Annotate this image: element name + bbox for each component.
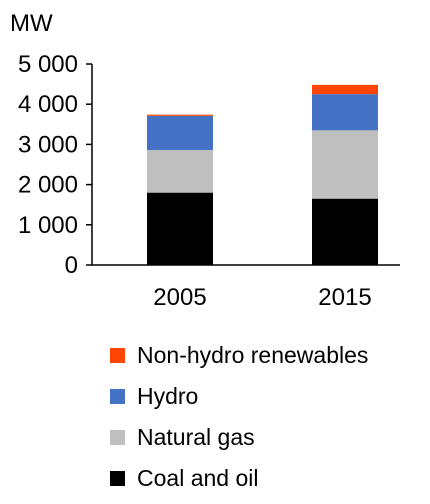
y-tick-label: 1 000 [18,212,78,239]
y-tick-label: 5 000 [18,51,78,78]
bar-segment-coal-and-oil-2005 [147,192,213,265]
bar-segment-natural-gas-2005 [147,150,213,193]
x-tick-label: 2015 [318,284,371,311]
bar-segment-hydro-2015 [312,94,378,131]
legend-label: Hydro [137,383,199,409]
bar-segment-non-hydro-renewables-2015 [312,84,378,95]
legend-swatch [110,470,125,486]
bar-segment-non-hydro-renewables-2005 [147,114,213,116]
bar-segment-hydro-2005 [147,115,213,151]
x-tick-label: 2005 [153,284,206,311]
y-tick-label: 0 [65,252,78,279]
legend-label: Coal and oil [137,465,259,491]
y-tick-label: 4 000 [18,91,78,118]
bar-segment-natural-gas-2015 [312,130,378,199]
legend-swatch [110,429,125,445]
legend-item: Non-hydro renewables [110,340,368,370]
y-tick-label: 2 000 [18,172,78,199]
legend-swatch [110,347,125,363]
legend-item: Natural gas [110,422,368,452]
legend-label: Natural gas [137,424,255,450]
legend: Non-hydro renewables Hydro Natural gas Coal… [110,340,368,504]
y-tick-label: 3 000 [18,131,78,158]
x-axis-ticks: 2005 2015 [153,284,371,311]
bar-segments [147,84,378,265]
y-axis-ticks: 0 1 000 2 000 3 000 4 000 5 000 [18,51,92,279]
legend-swatch [110,388,125,404]
stacked-bar-chart: MW 0 1 000 2 000 3 000 4 000 5 000 2005 2015 [10,10,400,311]
legend-item: Hydro [110,381,368,411]
legend-item: Coal and oil [110,463,368,493]
legend-label: Non-hydro renewables [137,342,369,368]
y-axis-unit-label: MW [10,10,53,37]
bar-segment-coal-and-oil-2015 [312,198,378,265]
